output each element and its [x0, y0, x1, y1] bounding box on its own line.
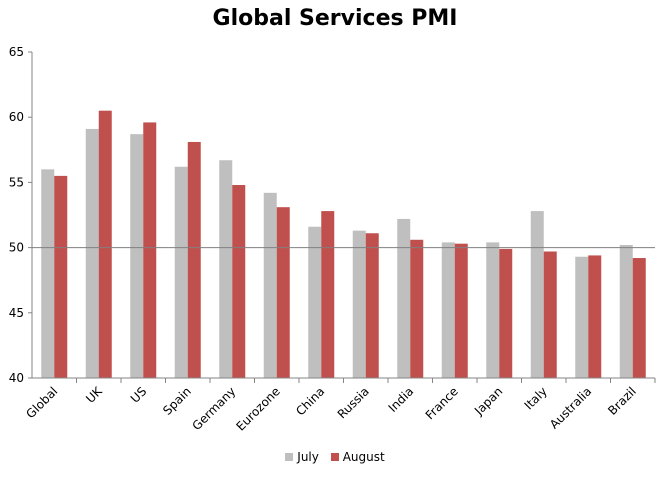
bar-august — [276, 207, 290, 378]
bar-august — [632, 258, 646, 378]
x-tick-label: China — [293, 384, 327, 418]
x-tick-label: Japan — [471, 384, 505, 418]
x-tick-label: India — [386, 384, 417, 415]
x-tick-label: Italy — [522, 384, 550, 412]
bar-july — [441, 242, 455, 378]
bar-july — [174, 166, 188, 378]
bar-august — [98, 110, 112, 379]
bar-august — [410, 239, 424, 378]
bar-july — [308, 226, 322, 378]
bar-july — [41, 169, 55, 378]
bar-august — [321, 211, 335, 378]
x-tick-label: Australia — [547, 384, 594, 431]
y-tick-label: 55 — [9, 175, 24, 189]
bar-august — [365, 233, 379, 378]
x-tick-label: Spain — [160, 384, 194, 418]
legend: July August — [0, 450, 670, 464]
bar-july — [263, 192, 277, 378]
bar-august — [143, 122, 157, 378]
bar-july — [352, 230, 366, 378]
legend-swatch — [330, 453, 339, 461]
bar-august — [543, 251, 557, 378]
x-tick-label: Russia — [335, 384, 372, 421]
bar-august — [232, 185, 246, 378]
bar-august — [187, 141, 201, 378]
bar-august — [499, 248, 513, 378]
chart-title: Global Services PMI — [212, 6, 458, 31]
x-tick-label: Global — [23, 384, 60, 421]
bar-august — [54, 175, 68, 378]
bar-july — [85, 128, 99, 378]
legend-item-august: August — [330, 450, 385, 464]
x-tick-label: UK — [83, 383, 105, 405]
y-tick-label: 45 — [9, 306, 24, 320]
bar-july — [619, 244, 633, 378]
bar-july — [397, 218, 411, 378]
y-tick-label: 65 — [9, 45, 24, 59]
bar-july — [486, 242, 500, 378]
bar-july — [130, 134, 144, 378]
legend-label: August — [342, 450, 385, 464]
x-tick-label: France — [423, 384, 461, 422]
y-tick-label: 50 — [9, 241, 24, 255]
legend-swatch — [285, 453, 294, 461]
y-tick-label: 60 — [9, 110, 24, 124]
x-tick-label: Brazil — [605, 384, 639, 418]
x-tick-label: US — [128, 384, 150, 406]
bar-august — [588, 255, 602, 378]
legend-label: July — [297, 450, 319, 464]
bar-july — [575, 256, 589, 378]
x-tick-label: Eurozone — [233, 384, 282, 433]
bar-august — [454, 243, 468, 378]
bar-july — [530, 211, 544, 378]
legend-item-july: July — [285, 450, 319, 464]
bar-july — [219, 160, 233, 378]
y-tick-label: 40 — [9, 371, 24, 385]
x-tick-label: Germany — [189, 384, 238, 433]
